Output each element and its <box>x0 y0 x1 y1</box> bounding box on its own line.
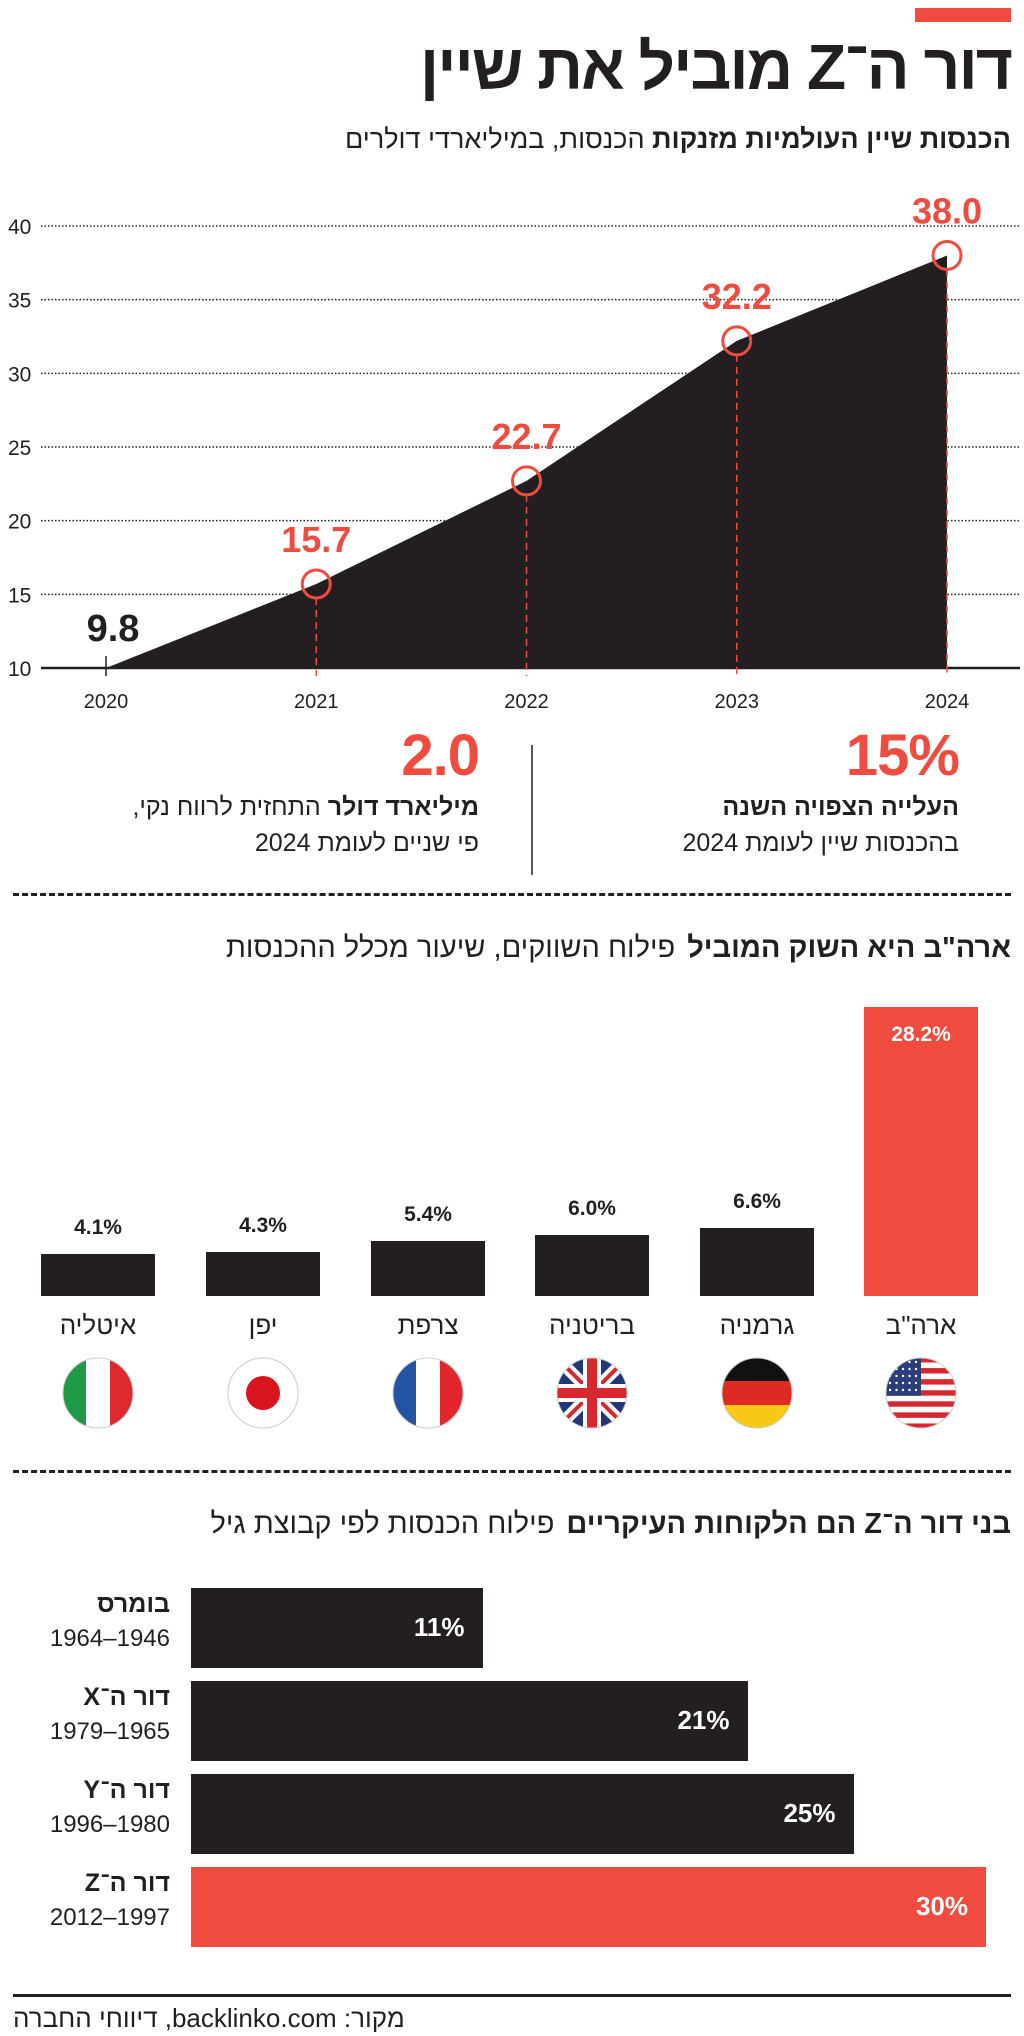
market-value-label: 28.2% <box>891 1022 951 1046</box>
data-label: 22.7 <box>491 416 561 457</box>
age-title: בני דור ה־Z הם הלקוחות העיקריים פילוח הכנ… <box>211 1508 1012 1541</box>
age-group-label: בומרס 1964–1946 <box>50 1590 170 1653</box>
age-group-range: 2012–1997 <box>49 1904 170 1931</box>
data-label: 9.8 <box>87 608 140 650</box>
market-bar <box>41 1253 155 1296</box>
y-tick-label: 25 <box>8 437 31 460</box>
market-country-label: גרמניה <box>719 1310 795 1340</box>
germany-flag-icon <box>720 1356 794 1435</box>
age-group-name: בומרס <box>97 1590 170 1618</box>
market-value-label: 6.6% <box>733 1190 781 1214</box>
x-tick-label: 2021 <box>294 691 339 710</box>
data-point-marker <box>511 465 542 497</box>
section-divider <box>13 893 1011 896</box>
uk-flag-icon <box>555 1356 629 1435</box>
stat-growth-value: 15% <box>845 723 960 788</box>
age-group-range: 1996–1980 <box>49 1811 170 1838</box>
revenue-area-chart: 10 15 20 25 30 35 40 9.8 2020 15.7 2021 22.7 2022 32.… <box>8 190 1020 710</box>
age-group-range: 1979–1965 <box>49 1718 170 1745</box>
age-group-value: 30% <box>915 1891 968 1921</box>
x-tick-label: 2024 <box>925 691 970 710</box>
data-label: 38.0 <box>912 190 982 231</box>
stat-profit-text: התחזית לרווח נקי, <box>132 793 321 821</box>
age-group-label: דור ה־Y 1996–1980 <box>50 1776 170 1839</box>
market-bar <box>371 1240 485 1296</box>
y-tick-label: 35 <box>8 290 31 313</box>
subtitle-bold: הכנסות שיין העולמיות מזנקות <box>652 124 1011 154</box>
market-value-label: 4.3% <box>239 1213 287 1237</box>
data-label: 15.7 <box>281 519 351 560</box>
y-tick-label: 10 <box>8 658 31 681</box>
age-group-name: דור ה־X <box>83 1683 170 1711</box>
y-tick-label: 20 <box>8 511 31 534</box>
market-bar <box>206 1251 320 1296</box>
stat-growth-text: בהכנסות שיין לעומת 2024 <box>682 829 960 857</box>
footer-rule <box>13 1994 1011 1997</box>
age-title-bold: בני דור ה־Z הם הלקוחות העיקריים <box>566 1508 1011 1540</box>
market-country-label: איטליה <box>59 1310 137 1340</box>
italy-flag-icon <box>61 1356 135 1435</box>
source-note: מקור: backlinko.com, דיווחי החברה <box>13 2003 405 2033</box>
age-group-value: 25% <box>783 1798 836 1828</box>
age-group-range: 1964–1946 <box>49 1625 170 1652</box>
age-group-label: דור ה־X 1979–1965 <box>50 1683 170 1746</box>
x-tick-label: 2022 <box>504 691 549 710</box>
stat-profit-bold: מיליארד דולר <box>327 793 479 821</box>
data-point-marker <box>931 239 963 271</box>
age-group-value: 11% <box>413 1612 465 1642</box>
market-bar <box>864 1006 978 1296</box>
page-title: דור ה־Z מוביל את שיין <box>419 31 1013 103</box>
stat-growth: 15% העלייה הצפויה השנה בהכנסות שיין לעומ… <box>683 722 960 861</box>
age-group-bar <box>191 1681 748 1761</box>
age-group-bar <box>191 1588 483 1668</box>
section-divider <box>13 1470 1011 1473</box>
accent-bar <box>915 8 1011 22</box>
markets-title-bold: ארה"ב היא השוק המוביל <box>687 932 1011 964</box>
y-tick-label: 15 <box>8 584 31 607</box>
x-tick-label: 2020 <box>84 691 129 710</box>
stat-divider <box>531 745 533 875</box>
age-group-label: דור ה־Z 2012–1997 <box>50 1869 170 1932</box>
y-tick-label: 30 <box>8 363 31 386</box>
market-bar <box>700 1228 814 1296</box>
market-country-label: יפן <box>248 1310 278 1340</box>
age-group-name: דור ה־Z <box>84 1869 170 1897</box>
france-flag-icon <box>391 1356 465 1435</box>
market-value-label: 5.4% <box>404 1202 452 1226</box>
stat-growth-bold: העלייה הצפויה השנה <box>722 793 959 821</box>
data-label: 32.2 <box>702 276 772 317</box>
age-group-bar <box>191 1774 854 1854</box>
markets-title-regular: פילוח השווקים, שיעור מכלל ההכנסות <box>225 932 676 964</box>
age-group-value: 21% <box>677 1705 730 1735</box>
market-country-label: צרפת <box>397 1310 459 1340</box>
market-value-label: 6.0% <box>568 1196 616 1220</box>
market-country-label: בריטניה <box>549 1310 635 1340</box>
stat-profit: 2.0 מיליארד דולר התחזית לרווח נקי, פי שנ… <box>132 722 480 861</box>
chart-subtitle: הכנסות שיין העולמיות מזנקות הכנסות, במיל… <box>345 124 1011 155</box>
age-group-bar <box>191 1867 986 1947</box>
us-flag-icon <box>884 1356 958 1435</box>
y-tick-label: 40 <box>8 216 31 239</box>
stat-profit-value: 2.0 <box>401 723 480 788</box>
market-bar <box>535 1234 649 1296</box>
data-point-marker <box>300 568 332 600</box>
markets-title: ארה"ב היא השוק המוביל פילוח השווקים, שיעו… <box>226 932 1011 965</box>
market-country-label: ארה"ב <box>885 1310 957 1340</box>
subtitle-regular: הכנסות, במיליארדי דולרים <box>345 124 645 154</box>
age-title-regular: פילוח הכנסות לפי קבוצת גיל <box>210 1508 555 1540</box>
age-group-name: דור ה־Y <box>83 1776 170 1804</box>
data-point-marker <box>721 325 753 357</box>
market-value-label: 4.1% <box>74 1215 122 1239</box>
stat-profit-text2: פי שניים לעומת 2024 <box>254 829 479 857</box>
x-tick-label: 2023 <box>715 691 760 710</box>
japan-flag-icon <box>226 1356 300 1435</box>
